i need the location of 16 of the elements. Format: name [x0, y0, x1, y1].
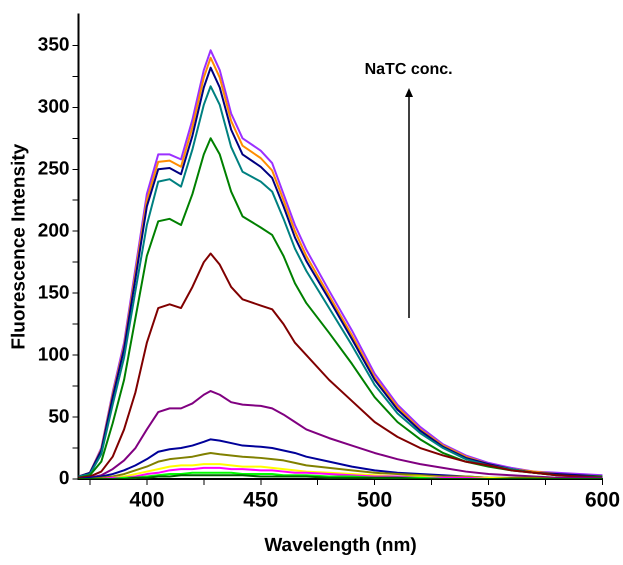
y-tick-label: 150: [38, 282, 70, 304]
x-tick-label: 500: [357, 488, 392, 512]
x-tick-label: 600: [584, 488, 620, 512]
y-tick-label: 50: [48, 406, 70, 428]
x-axis-title: Wavelength (nm): [264, 534, 417, 556]
x-tick-label: 450: [243, 488, 278, 512]
x-tick-label: 400: [129, 488, 164, 512]
y-tick-label: 350: [38, 34, 70, 56]
y-tick-label: 0: [58, 468, 70, 490]
y-tick-label: 100: [38, 344, 70, 366]
annotation: NaTC conc.: [364, 60, 453, 78]
y-axis-title: Fluorescence Intensity: [8, 143, 30, 350]
y-tick-label: 300: [38, 96, 70, 118]
y-tick-label: 250: [38, 158, 70, 180]
y-tick-label: 200: [38, 220, 70, 242]
x-tick-label: 550: [471, 488, 506, 512]
